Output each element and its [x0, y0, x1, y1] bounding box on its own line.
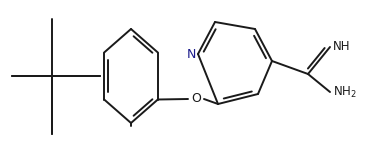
Text: NH$_2$: NH$_2$ [333, 84, 357, 99]
Text: NH: NH [333, 41, 351, 53]
Text: O: O [191, 93, 201, 105]
Text: N: N [187, 47, 196, 61]
